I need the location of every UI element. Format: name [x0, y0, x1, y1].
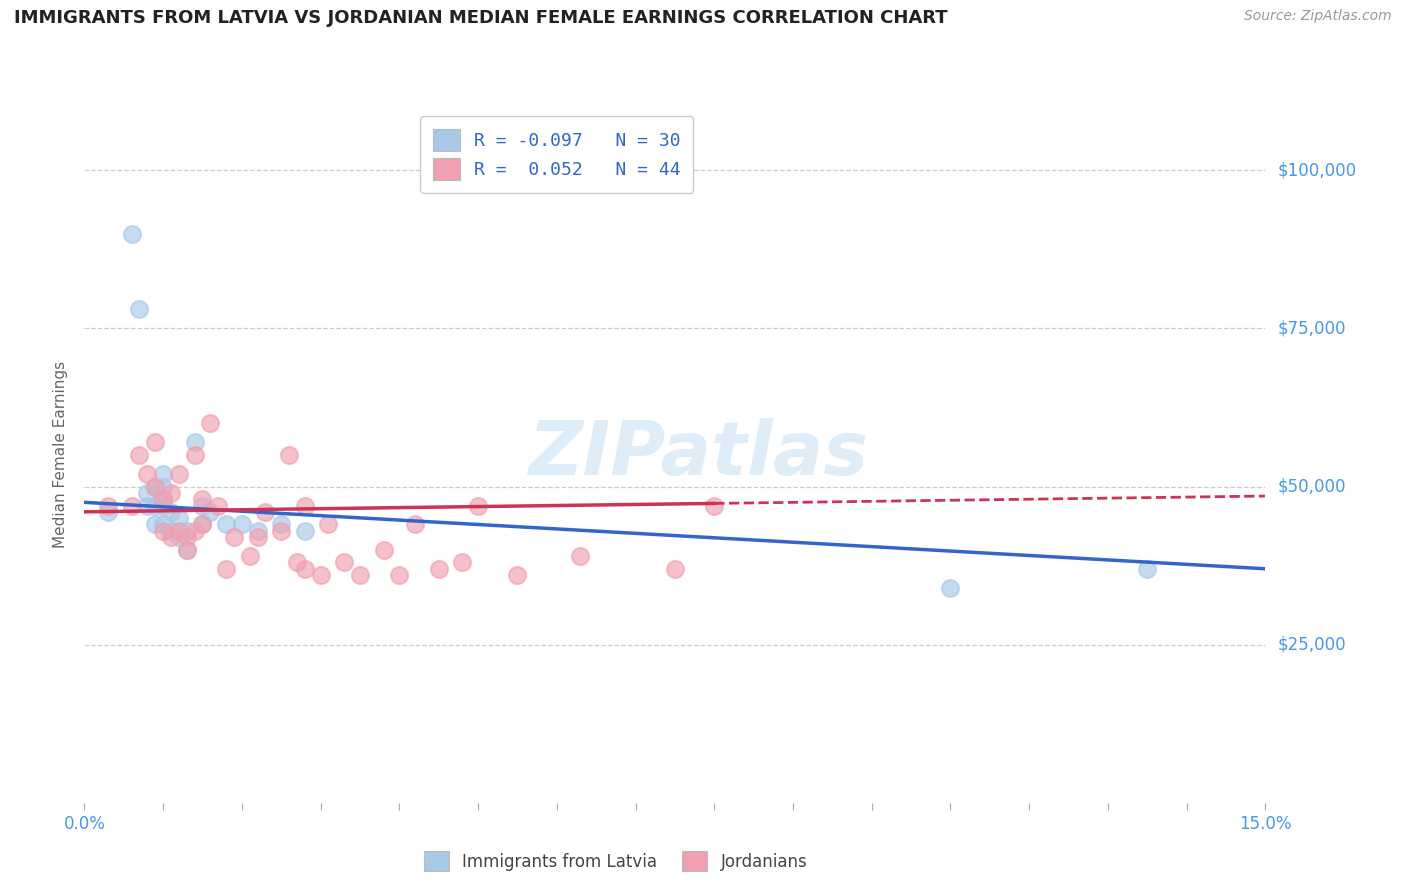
Point	[136, 499, 159, 513]
Point	[97, 505, 120, 519]
Point	[246, 524, 269, 538]
Point	[318, 517, 340, 532]
Point	[152, 492, 174, 507]
Point	[176, 542, 198, 557]
Point	[121, 499, 143, 513]
Point	[664, 562, 686, 576]
Point	[136, 486, 159, 500]
Point	[451, 556, 474, 570]
Text: $75,000: $75,000	[1277, 319, 1346, 337]
Point	[1136, 562, 1159, 576]
Point	[569, 549, 592, 563]
Point	[176, 524, 198, 538]
Point	[160, 524, 183, 538]
Point	[200, 417, 222, 431]
Point	[160, 486, 183, 500]
Point	[176, 542, 198, 557]
Point	[294, 524, 316, 538]
Legend: Immigrants from Latvia, Jordanians: Immigrants from Latvia, Jordanians	[418, 845, 814, 878]
Point	[183, 435, 205, 450]
Point	[121, 227, 143, 241]
Point	[207, 499, 229, 513]
Text: $100,000: $100,000	[1277, 161, 1357, 179]
Point	[333, 556, 356, 570]
Point	[152, 479, 174, 493]
Point	[152, 524, 174, 538]
Point	[222, 530, 245, 544]
Point	[703, 499, 725, 513]
Point	[183, 524, 205, 538]
Point	[128, 448, 150, 462]
Point	[309, 568, 332, 582]
Point	[183, 448, 205, 462]
Point	[285, 556, 308, 570]
Point	[143, 435, 166, 450]
Point	[160, 505, 183, 519]
Point	[215, 517, 238, 532]
Point	[143, 499, 166, 513]
Point	[136, 467, 159, 481]
Point	[167, 530, 190, 544]
Point	[143, 479, 166, 493]
Point	[176, 530, 198, 544]
Point	[191, 499, 214, 513]
Point	[152, 517, 174, 532]
Point	[373, 542, 395, 557]
Point	[128, 302, 150, 317]
Text: $50,000: $50,000	[1277, 477, 1346, 496]
Y-axis label: Median Female Earnings: Median Female Earnings	[53, 361, 69, 549]
Point	[167, 467, 190, 481]
Point	[404, 517, 426, 532]
Point	[167, 511, 190, 525]
Point	[191, 517, 214, 532]
Point	[191, 517, 214, 532]
Point	[143, 517, 166, 532]
Text: $25,000: $25,000	[1277, 636, 1346, 654]
Point	[167, 524, 190, 538]
Point	[200, 505, 222, 519]
Point	[294, 562, 316, 576]
Point	[388, 568, 411, 582]
Point	[278, 448, 301, 462]
Text: ZIPatlas: ZIPatlas	[529, 418, 869, 491]
Point	[231, 517, 253, 532]
Point	[191, 492, 214, 507]
Text: Source: ZipAtlas.com: Source: ZipAtlas.com	[1244, 9, 1392, 23]
Point	[152, 467, 174, 481]
Point	[97, 499, 120, 513]
Point	[254, 505, 277, 519]
Point	[939, 581, 962, 595]
Point	[143, 479, 166, 493]
Point	[349, 568, 371, 582]
Point	[152, 492, 174, 507]
Point	[294, 499, 316, 513]
Point	[246, 530, 269, 544]
Point	[270, 517, 292, 532]
Point	[270, 524, 292, 538]
Point	[215, 562, 238, 576]
Point	[506, 568, 529, 582]
Point	[467, 499, 489, 513]
Point	[427, 562, 450, 576]
Text: IMMIGRANTS FROM LATVIA VS JORDANIAN MEDIAN FEMALE EARNINGS CORRELATION CHART: IMMIGRANTS FROM LATVIA VS JORDANIAN MEDI…	[14, 9, 948, 27]
Point	[152, 499, 174, 513]
Point	[239, 549, 262, 563]
Point	[160, 530, 183, 544]
